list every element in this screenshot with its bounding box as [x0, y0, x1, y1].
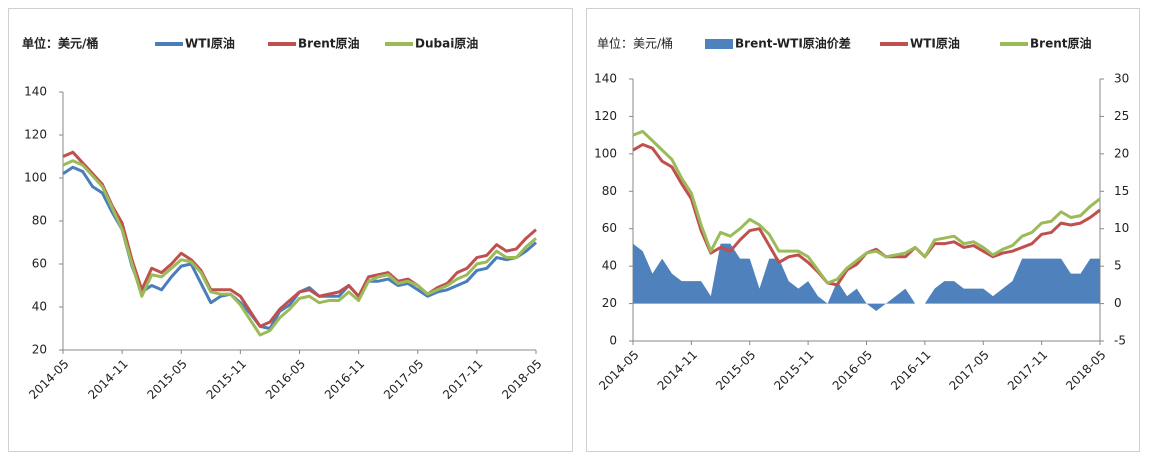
y-tick-label: 80	[602, 184, 617, 198]
y-tick-label: 140	[24, 85, 47, 99]
x-tick-label: 2018-05	[499, 357, 544, 402]
y-tick-label: 20	[602, 296, 617, 310]
x-tick-label: 2017-05	[946, 348, 991, 393]
x-tick-label: 2017-05	[381, 357, 426, 402]
x-tick-label: 2016-05	[830, 348, 875, 393]
legend-label: Brent原油	[1030, 36, 1091, 51]
y2-tick-label: 25	[1114, 109, 1129, 123]
y-tick-label: 140	[594, 72, 617, 86]
area	[633, 243, 1100, 312]
x-tick-label: 2016-11	[888, 348, 933, 393]
x-tick-label: 2014-11	[85, 357, 130, 402]
legend-label: WTI原油	[910, 36, 960, 51]
y-tick-label: 40	[602, 259, 617, 273]
y2-tick-label: 10	[1114, 221, 1129, 235]
line	[62, 165, 537, 330]
y-tick-label: 0	[609, 334, 617, 348]
x-tick-label: 2014-11	[655, 348, 700, 393]
y2-tick-label: 20	[1114, 146, 1129, 160]
y2-tick-label: 30	[1114, 72, 1129, 86]
y-tick-label: 60	[32, 257, 47, 271]
y-tick-label: 100	[594, 146, 617, 160]
unit-label: 单位：美元/桶	[22, 36, 98, 51]
legend-label: WTI原油	[185, 36, 235, 51]
y2-tick-label: 15	[1114, 184, 1129, 198]
x-tick-label: 2017-11	[440, 357, 485, 402]
y-tick-label: 60	[602, 221, 617, 235]
x-tick-label: 2016-11	[322, 357, 367, 402]
panel-border	[8, 8, 573, 452]
x-tick-label: 2014-05	[596, 348, 641, 393]
y-tick-label: 40	[32, 300, 47, 314]
y2-tick-label: 0	[1114, 296, 1122, 310]
x-tick-label: 2015-05	[713, 348, 758, 393]
y-tick-label: 80	[32, 214, 47, 228]
legend-label: Brent原油	[298, 36, 359, 51]
y2-tick-label: -5	[1114, 334, 1126, 348]
x-tick-label: 2018-05	[1063, 348, 1108, 393]
x-tick-label: 2015-11	[771, 348, 816, 393]
unit-label: 单位：美元/桶	[597, 36, 673, 51]
y-tick-label: 120	[594, 109, 617, 123]
x-tick-label: 2014-05	[26, 357, 71, 402]
y-tick-label: 100	[24, 171, 47, 185]
legend-label: Dubai原油	[415, 36, 478, 51]
x-tick-label: 2015-05	[144, 357, 189, 402]
legend-swatch	[705, 39, 733, 49]
line	[632, 129, 1101, 285]
legend-label: Brent-WTI原油价差	[735, 36, 851, 51]
line	[62, 159, 537, 337]
y-tick-label: 20	[32, 343, 47, 357]
x-tick-label: 2015-11	[204, 357, 249, 402]
y2-tick-label: 5	[1114, 259, 1122, 273]
line	[62, 150, 537, 328]
y-tick-label: 120	[24, 128, 47, 142]
panel-border	[586, 8, 1140, 452]
x-tick-label: 2016-05	[263, 357, 308, 402]
x-tick-label: 2017-11	[1005, 348, 1050, 393]
